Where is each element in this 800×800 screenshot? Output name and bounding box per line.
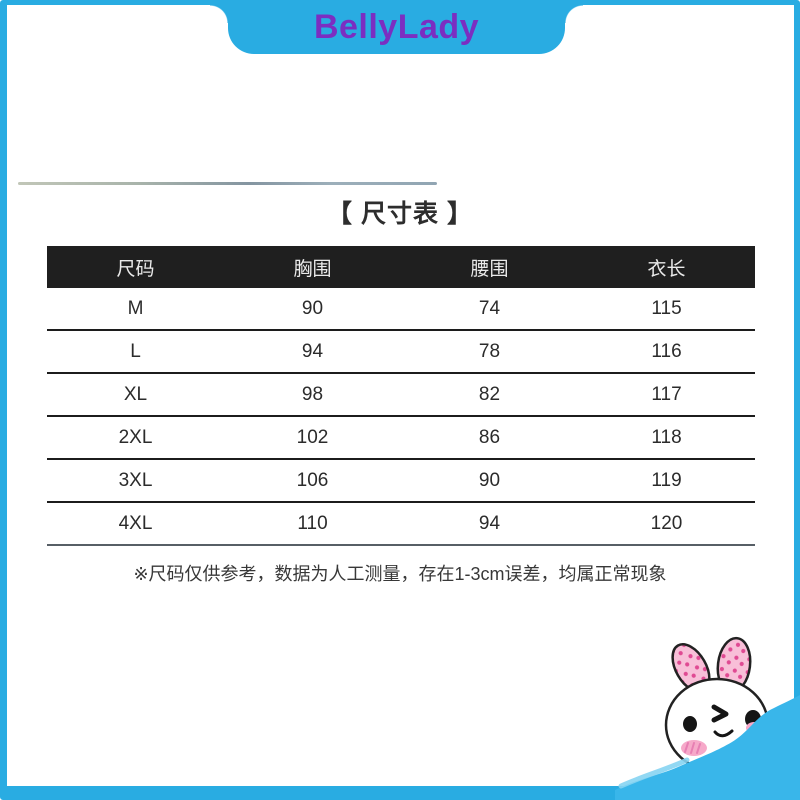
table-cell: 117	[651, 383, 682, 405]
table-body: M 90 74 115 L 94 78 116 XL 98 82 117 2XL 102 86 118 3XL 1…	[47, 288, 755, 546]
table-row: M 90 74 115	[47, 288, 755, 331]
table-row: 3XL 106 90 119	[47, 460, 755, 503]
tab-fillet-left	[210, 5, 228, 23]
table-cell: 116	[651, 340, 682, 362]
table-cell: 94	[478, 512, 501, 534]
bunny-blush-stripes	[684, 742, 701, 754]
table-cell: 3XL	[118, 469, 153, 491]
table-header-cell: 尺码	[116, 258, 155, 280]
table-row: 4XL 110 94 120	[47, 503, 755, 546]
table-cell: 119	[651, 469, 682, 491]
brand-tab: BellyLady	[228, 0, 565, 54]
table-cell: 2XL	[118, 426, 153, 448]
table-cell: 110	[297, 512, 328, 534]
bunny-icon	[615, 636, 800, 800]
brand-logo-text: BellyLady	[313, 7, 480, 46]
tab-fillet-right	[565, 5, 583, 23]
table-header-cell: 胸围	[293, 258, 332, 280]
page-title: 【 尺寸表 】	[327, 200, 473, 228]
table-cell: 98	[301, 383, 324, 405]
table-cell: 4XL	[118, 512, 153, 534]
bunny-eye-left	[683, 716, 697, 732]
table-row: 2XL 102 86 118	[47, 417, 755, 460]
note-text: ※尺码仅供参考，数据为人工测量，存在1-3cm误差，均属正常现象	[133, 564, 667, 584]
table-cell: 90	[301, 297, 324, 319]
table-cell: 74	[478, 297, 501, 319]
table-cell: 115	[651, 297, 682, 319]
table-cell: 94	[301, 340, 324, 362]
table-cell: 120	[650, 512, 683, 534]
table-cell: M	[127, 297, 144, 319]
size-table: 尺码 胸围 腰围 衣长 M 90 74 115 L 94 78 116 XL 98 82 117 2XL 102…	[47, 246, 755, 546]
bunny-smile	[713, 729, 734, 738]
table-cell: 78	[478, 340, 501, 362]
table-cell: XL	[123, 383, 148, 405]
table-cell: 82	[478, 383, 501, 405]
bunny-wink-mark	[711, 704, 729, 723]
table-row: L 94 78 116	[47, 331, 755, 374]
wave-highlight	[618, 757, 690, 789]
table-row: XL 98 82 117	[47, 374, 755, 417]
table-header-cell: 腰围	[470, 258, 509, 280]
table-cell: 102	[296, 426, 329, 448]
table-cell: L	[130, 340, 141, 362]
blue-wave	[615, 695, 800, 800]
table-header-cell: 衣长	[647, 258, 686, 280]
table-cell: 118	[651, 426, 682, 448]
table-header-row: 尺码 胸围 腰围 衣长	[47, 246, 755, 288]
table-cell: 106	[296, 469, 329, 491]
table-cell: 90	[478, 469, 501, 491]
brush-stroke-line	[18, 182, 437, 185]
table-cell: 86	[478, 426, 501, 448]
